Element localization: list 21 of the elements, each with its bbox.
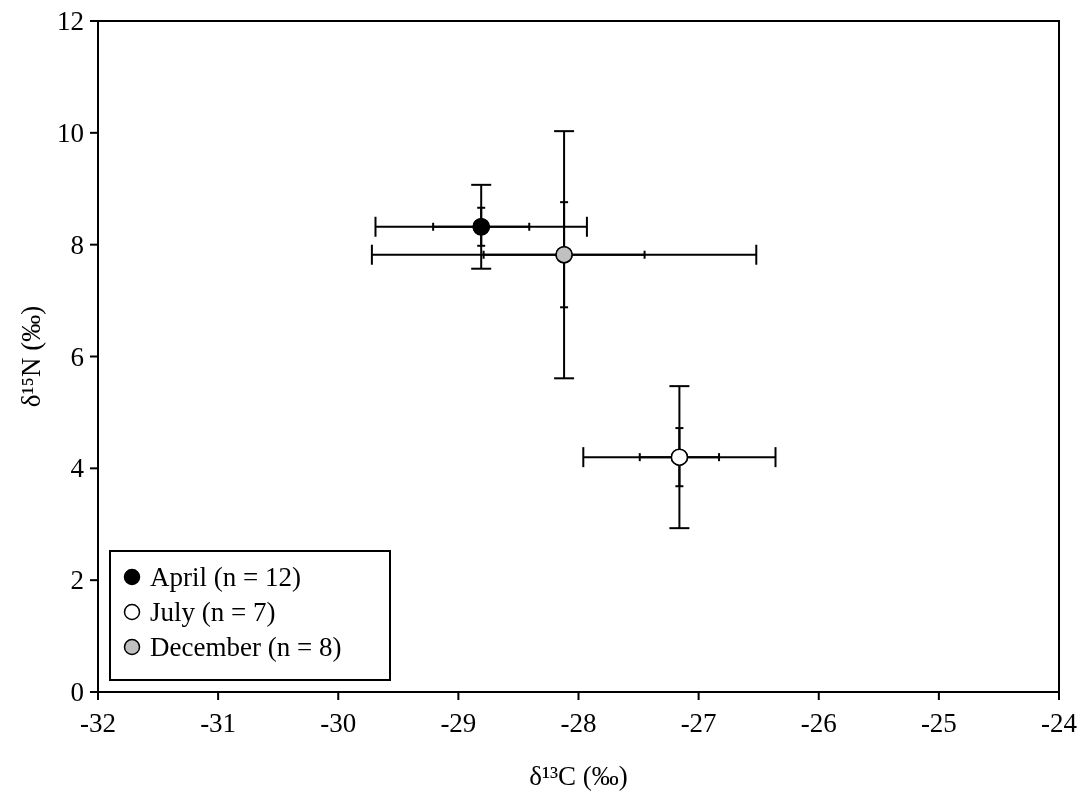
x-tick-label: -31 xyxy=(200,708,237,738)
x-tick-label: -26 xyxy=(800,708,837,738)
y-tick-label: 6 xyxy=(70,341,84,372)
legend-label: July (n = 7) xyxy=(150,597,276,627)
x-tick-label: -28 xyxy=(560,708,597,738)
y-tick-label: 2 xyxy=(70,565,84,596)
x-tick-label: -30 xyxy=(320,708,357,738)
x-tick-label: -25 xyxy=(920,708,957,738)
legend-label: December (n = 8) xyxy=(150,632,342,662)
x-axis-title: δ¹³C (‰) xyxy=(529,761,628,791)
y-tick-label: 8 xyxy=(70,229,84,260)
y-tick-label: 4 xyxy=(70,453,85,484)
y-tick-label: 0 xyxy=(70,677,84,707)
x-tick-label: -24 xyxy=(1041,708,1078,738)
y-tick-label: 12 xyxy=(57,6,84,36)
y-tick-label: 10 xyxy=(57,117,84,148)
x-tick-label: -29 xyxy=(440,708,477,738)
y-axis-title: δ¹⁵N (‰) xyxy=(16,305,46,408)
x-tick-label: -32 xyxy=(80,708,116,738)
x-tick-label: -27 xyxy=(680,708,717,738)
legend-label: April (n = 12) xyxy=(150,562,301,592)
